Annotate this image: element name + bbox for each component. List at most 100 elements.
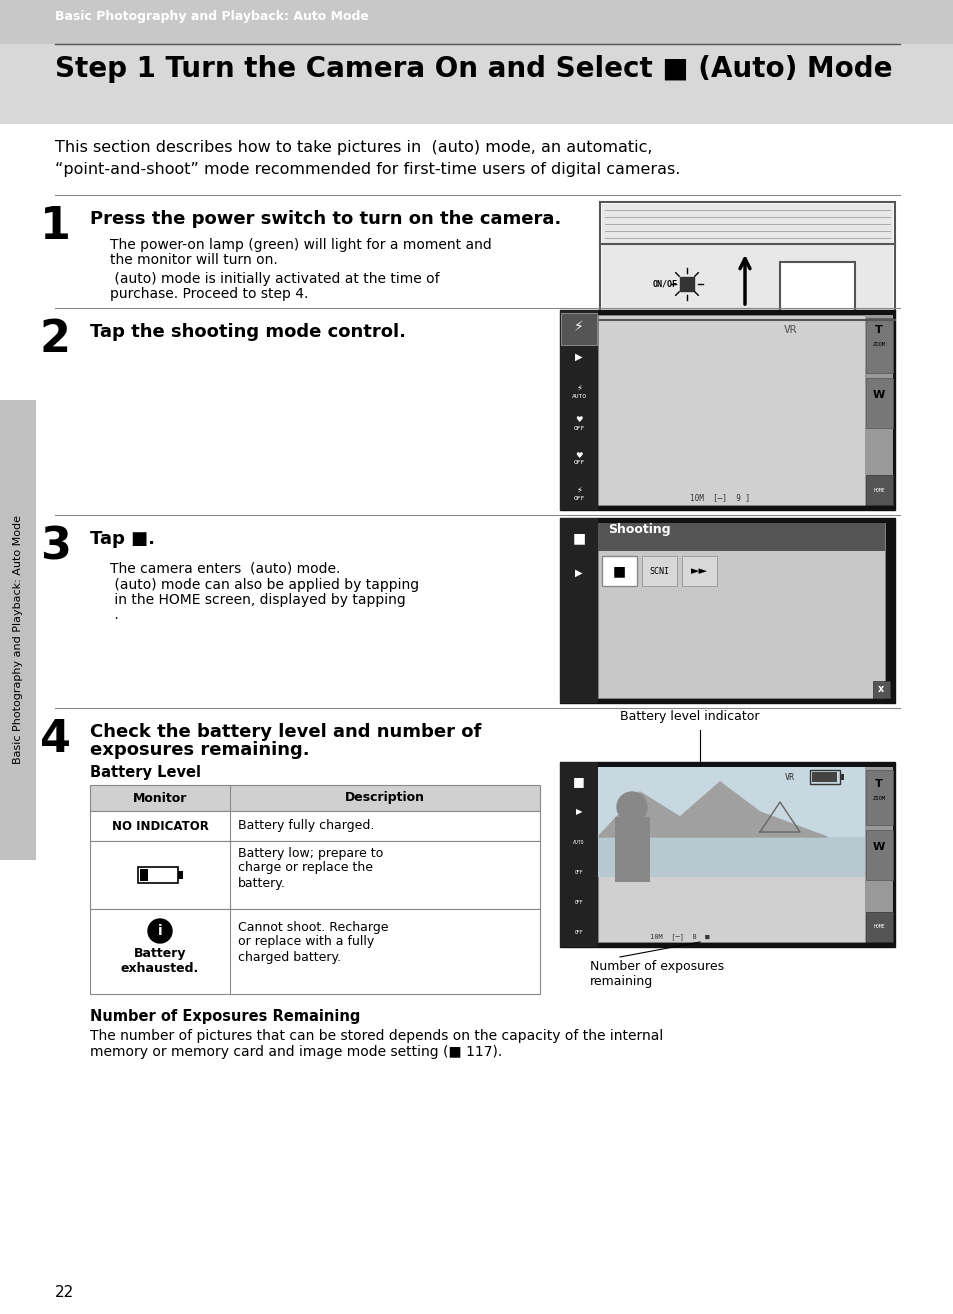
Bar <box>138 867 178 883</box>
Text: or replace with a fully: or replace with a fully <box>237 936 374 949</box>
Text: Battery Level: Battery Level <box>90 765 201 781</box>
Text: T: T <box>874 779 882 788</box>
Bar <box>598 315 864 505</box>
Text: W: W <box>872 390 884 399</box>
Text: Number of Exposures Remaining: Number of Exposures Remaining <box>90 1009 360 1024</box>
Bar <box>840 774 843 781</box>
Text: .: . <box>110 608 118 622</box>
Text: 3: 3 <box>40 526 71 568</box>
Bar <box>681 556 717 586</box>
Bar <box>601 244 892 314</box>
Text: SCNI: SCNI <box>648 566 668 576</box>
Bar <box>559 762 894 947</box>
Bar <box>559 762 598 947</box>
Text: Tap the shooting mode control.: Tap the shooting mode control. <box>90 323 406 342</box>
Bar <box>559 310 598 510</box>
Bar <box>559 518 894 703</box>
Bar <box>601 204 892 244</box>
Bar <box>865 474 892 505</box>
Text: (auto) mode can also be applied by tapping: (auto) mode can also be applied by tappi… <box>110 578 418 593</box>
Circle shape <box>617 792 646 823</box>
Bar <box>0 399 36 859</box>
Bar <box>811 773 836 782</box>
Bar <box>641 556 677 586</box>
Text: ⚡: ⚡ <box>576 384 581 393</box>
Text: 10M  [─]  9 ]: 10M [─] 9 ] <box>689 494 749 502</box>
Text: HOME: HOME <box>872 487 883 493</box>
Text: ⚡: ⚡ <box>576 485 581 494</box>
Bar <box>598 523 884 698</box>
Bar <box>864 315 892 505</box>
Text: ZOOM: ZOOM <box>872 343 884 347</box>
Bar <box>865 378 892 428</box>
Text: Cannot shoot. Recharge: Cannot shoot. Recharge <box>237 921 388 933</box>
Text: charged battery.: charged battery. <box>237 950 341 963</box>
Bar <box>601 321 892 355</box>
Bar <box>598 837 864 876</box>
Text: ⚡: ⚡ <box>574 321 583 334</box>
Bar <box>560 313 597 346</box>
Bar <box>679 277 693 290</box>
Text: 4: 4 <box>40 717 71 761</box>
Text: Step 1 Turn the Camera On and Select ■ (Auto) Mode: Step 1 Turn the Camera On and Select ■ (… <box>55 55 892 83</box>
Text: exhausted.: exhausted. <box>121 962 199 975</box>
Bar <box>601 556 637 586</box>
Text: OFF: OFF <box>573 426 584 431</box>
Bar <box>140 869 148 880</box>
Text: Basic Photography and Playback: Auto Mode: Basic Photography and Playback: Auto Mod… <box>55 11 369 24</box>
Bar <box>865 912 892 942</box>
Bar <box>872 681 889 698</box>
Bar <box>598 523 884 551</box>
Text: VR: VR <box>782 325 796 335</box>
Text: (auto) mode is initially activated at the time of: (auto) mode is initially activated at th… <box>110 272 439 286</box>
Text: Check the battery level and number of: Check the battery level and number of <box>90 723 481 741</box>
Text: ▶: ▶ <box>576 808 581 816</box>
Bar <box>599 202 894 357</box>
Text: Number of exposures: Number of exposures <box>589 961 723 972</box>
Text: 22: 22 <box>55 1285 74 1300</box>
Text: Description: Description <box>345 791 424 804</box>
Bar <box>864 767 892 942</box>
Text: ♥: ♥ <box>575 415 582 424</box>
Polygon shape <box>598 782 826 837</box>
Text: i: i <box>157 924 162 938</box>
Text: W: W <box>872 842 884 851</box>
Text: Monitor: Monitor <box>132 791 187 804</box>
Text: battery.: battery. <box>237 876 286 890</box>
Circle shape <box>148 918 172 943</box>
Bar <box>615 817 649 882</box>
Text: ZOOM: ZOOM <box>872 795 884 800</box>
Text: OFF: OFF <box>573 460 584 465</box>
Bar <box>0 43 953 124</box>
Text: 1: 1 <box>40 205 71 248</box>
Text: OFF: OFF <box>574 870 582 875</box>
Bar <box>0 0 953 43</box>
Text: ♥: ♥ <box>575 451 582 460</box>
Text: the monitor will turn on.: the monitor will turn on. <box>110 254 277 267</box>
Text: Battery fully charged.: Battery fully charged. <box>237 820 374 833</box>
Text: memory or memory card and image mode setting (■ 117).: memory or memory card and image mode set… <box>90 1045 501 1059</box>
Text: OFF: OFF <box>574 900 582 904</box>
Text: Press the power switch to turn on the camera.: Press the power switch to turn on the ca… <box>90 210 560 229</box>
Text: Battery: Battery <box>133 947 186 961</box>
Text: OFF: OFF <box>574 929 582 934</box>
Bar <box>559 310 894 510</box>
Text: charge or replace the: charge or replace the <box>237 862 373 875</box>
Text: exposures remaining.: exposures remaining. <box>90 741 310 759</box>
Text: Tap ■.: Tap ■. <box>90 530 154 548</box>
Bar <box>598 767 864 942</box>
Text: ▶: ▶ <box>575 352 582 361</box>
Text: The camera enters  (auto) mode.: The camera enters (auto) mode. <box>110 562 340 576</box>
Text: Shooting: Shooting <box>607 523 670 536</box>
Bar <box>780 261 854 311</box>
Text: T: T <box>874 325 882 335</box>
Text: OFF: OFF <box>573 495 584 501</box>
Bar <box>90 811 539 841</box>
Bar <box>865 318 892 373</box>
Text: ►►: ►► <box>690 566 707 576</box>
Text: The power-on lamp (green) will light for a moment and: The power-on lamp (green) will light for… <box>110 238 491 252</box>
Bar <box>178 871 183 879</box>
Bar <box>559 518 598 703</box>
Text: VR: VR <box>784 773 794 782</box>
Text: remaining: remaining <box>589 975 653 988</box>
